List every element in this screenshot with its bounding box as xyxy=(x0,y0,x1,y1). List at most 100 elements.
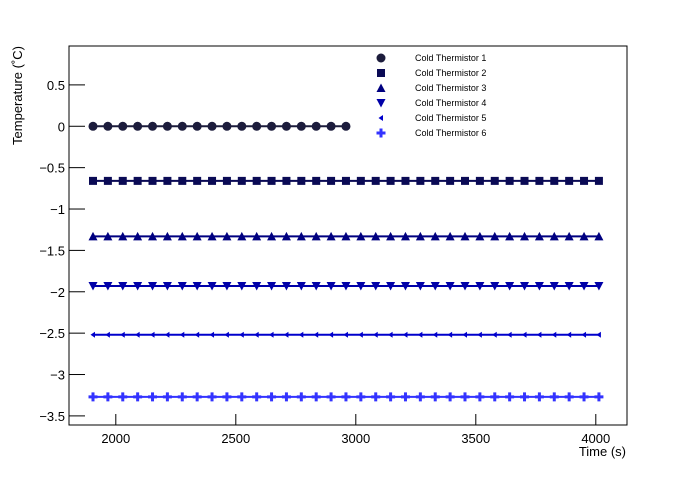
marker xyxy=(103,121,113,131)
marker xyxy=(446,176,455,185)
marker xyxy=(239,331,244,338)
marker xyxy=(208,176,217,185)
marker xyxy=(192,231,202,241)
legend-marker xyxy=(376,53,386,63)
marker xyxy=(341,392,351,402)
marker xyxy=(343,331,348,338)
marker xyxy=(356,281,366,291)
marker xyxy=(475,281,485,291)
legend-label: Cold Thermistor 5 xyxy=(415,113,486,123)
marker xyxy=(507,331,512,338)
marker xyxy=(549,231,559,241)
marker xyxy=(162,281,172,291)
marker xyxy=(207,121,217,131)
marker xyxy=(415,231,425,241)
marker xyxy=(566,331,572,338)
marker xyxy=(551,331,557,338)
marker xyxy=(178,176,187,185)
marker xyxy=(490,231,500,241)
marker xyxy=(103,281,113,291)
marker xyxy=(88,281,98,291)
marker xyxy=(177,121,187,131)
marker xyxy=(162,231,172,241)
marker xyxy=(549,281,559,291)
legend-label: Cold Thermistor 3 xyxy=(415,83,486,93)
marker xyxy=(326,392,336,402)
marker xyxy=(222,281,232,291)
marker xyxy=(579,281,589,291)
marker xyxy=(522,331,527,338)
marker xyxy=(430,392,440,402)
marker xyxy=(148,231,158,241)
marker xyxy=(460,231,470,241)
marker xyxy=(579,392,589,402)
marker xyxy=(237,281,247,291)
x-tick-label: 3000 xyxy=(341,431,370,446)
marker xyxy=(460,392,470,402)
marker xyxy=(505,231,515,241)
marker xyxy=(371,176,380,185)
marker xyxy=(594,176,603,185)
y-tick-label: −2 xyxy=(50,285,65,300)
marker xyxy=(312,176,321,185)
y-tick-label: −0.5 xyxy=(39,161,65,176)
marker xyxy=(164,331,170,338)
legend-marker xyxy=(378,115,383,121)
marker xyxy=(388,331,393,338)
marker xyxy=(400,231,410,241)
marker xyxy=(520,392,530,402)
marker xyxy=(505,281,515,291)
marker xyxy=(207,231,217,241)
marker xyxy=(254,331,259,338)
marker xyxy=(564,281,574,291)
marker xyxy=(327,176,336,185)
marker xyxy=(162,121,172,131)
marker xyxy=(177,281,187,291)
marker xyxy=(371,281,381,291)
marker xyxy=(536,331,542,338)
marker xyxy=(549,392,559,402)
marker xyxy=(311,121,321,131)
marker xyxy=(193,176,202,185)
marker xyxy=(313,331,319,338)
marker xyxy=(281,121,291,131)
marker xyxy=(267,281,277,291)
marker xyxy=(148,281,158,291)
marker xyxy=(356,176,365,185)
marker xyxy=(326,231,336,241)
marker xyxy=(222,392,232,402)
legend-label: Cold Thermistor 6 xyxy=(415,128,486,138)
frame xyxy=(68,45,628,426)
x-tick-label: 2500 xyxy=(221,431,250,446)
marker xyxy=(415,392,425,402)
marker xyxy=(118,231,128,241)
marker xyxy=(579,231,589,241)
marker xyxy=(133,231,143,241)
marker xyxy=(565,176,574,185)
marker xyxy=(477,331,482,338)
y-tick-label: 0 xyxy=(58,119,65,134)
marker xyxy=(118,392,128,402)
marker xyxy=(341,121,351,131)
marker xyxy=(222,231,232,241)
legend-marker xyxy=(376,128,386,138)
marker xyxy=(224,331,229,338)
marker xyxy=(311,281,321,291)
marker xyxy=(475,176,484,185)
marker xyxy=(311,392,321,402)
marker xyxy=(520,281,530,291)
marker xyxy=(252,281,262,291)
legend-label: Cold Thermistor 1 xyxy=(415,53,486,63)
marker xyxy=(328,331,334,338)
marker xyxy=(105,331,110,338)
marker xyxy=(88,121,98,131)
legend-label: Cold Thermistor 4 xyxy=(415,98,486,108)
marker xyxy=(490,176,499,185)
marker xyxy=(490,392,500,402)
legend-marker xyxy=(377,69,385,77)
marker xyxy=(430,231,440,241)
marker xyxy=(237,121,247,131)
marker xyxy=(88,231,98,241)
legend-label: Cold Thermistor 2 xyxy=(415,68,486,78)
marker xyxy=(192,392,202,402)
